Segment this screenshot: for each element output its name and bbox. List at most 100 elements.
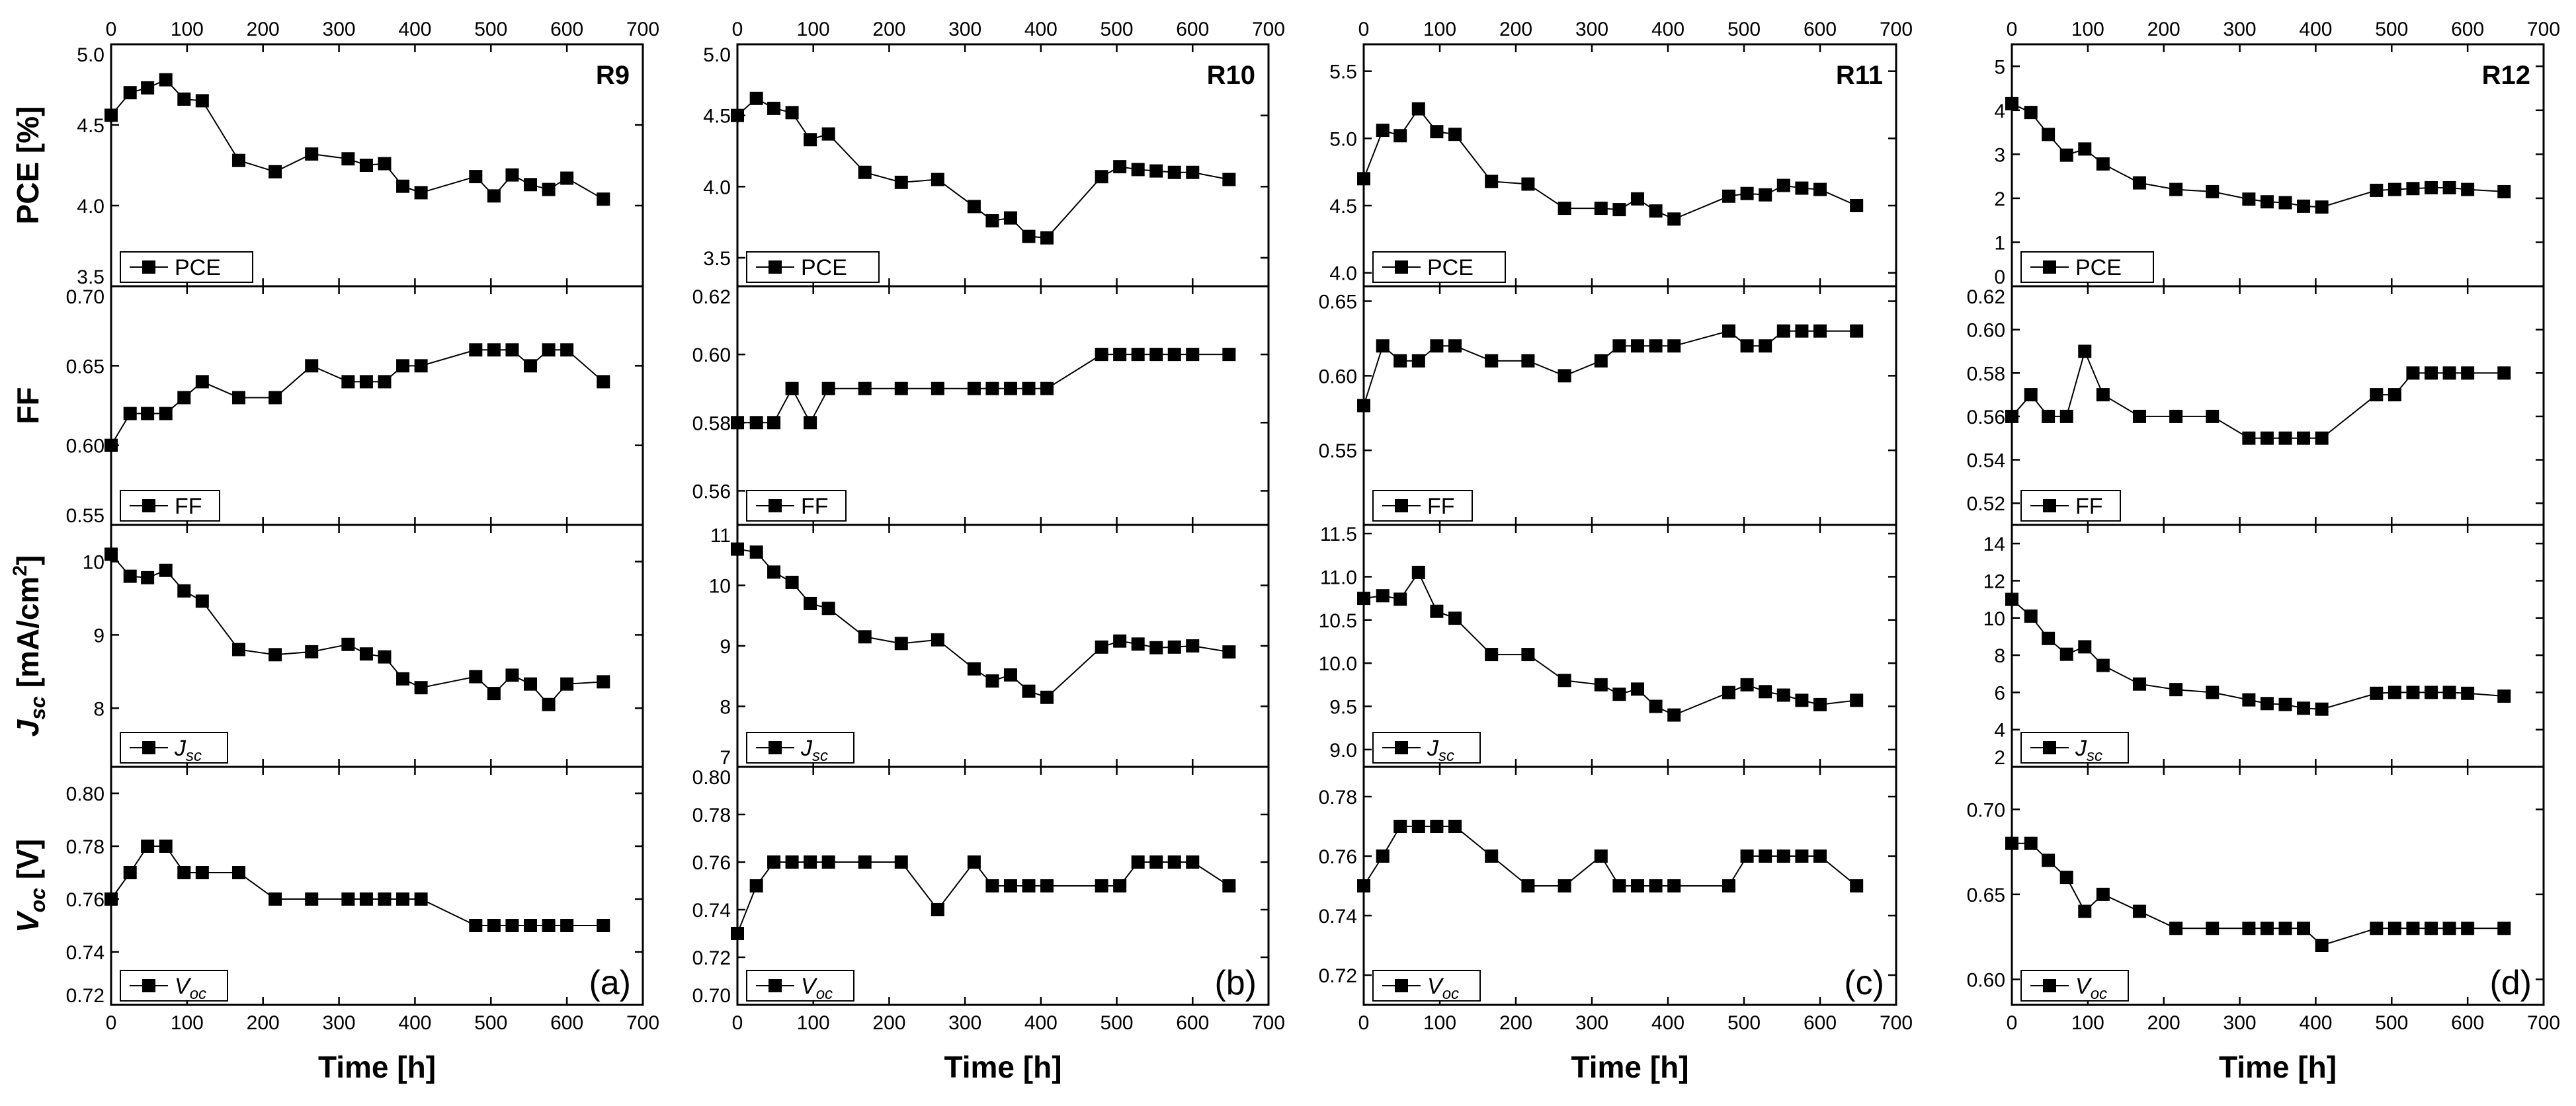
- x-tick-label: 0: [106, 1012, 117, 1034]
- subplot-pce: 3.5 4.0 4.5 5.0 PCE: [703, 43, 1270, 288]
- y-tick-label: 4: [1994, 100, 2005, 122]
- x-top-tick-label: 200: [247, 19, 280, 40]
- panel-id-label: R9: [596, 61, 630, 90]
- data-point: [1131, 163, 1145, 177]
- data-point: [1430, 820, 1444, 833]
- data-point: [104, 108, 118, 122]
- y-tick-label: 0: [1994, 266, 2005, 288]
- data-point: [1186, 855, 1200, 869]
- data-point: [1740, 186, 1754, 200]
- data-point: [1113, 634, 1127, 648]
- subplot-voc: 0.60 0.65 0.70 Voc: [1967, 766, 2545, 1006]
- data-point: [1393, 129, 1407, 143]
- data-point: [1113, 879, 1127, 892]
- data-point: [931, 633, 944, 647]
- y-tick-label: 0.58: [692, 413, 731, 434]
- x-tick-label: 100: [1423, 1012, 1456, 1034]
- data-point: [2497, 366, 2511, 380]
- data-point: [858, 165, 872, 179]
- y-tick-label: 8: [1994, 645, 2005, 667]
- data-point: [1795, 324, 1809, 338]
- legend-label: FF: [1427, 494, 1455, 519]
- y-tick-label: 0.62: [692, 286, 731, 308]
- panel-sub-label: (c): [1844, 964, 1884, 1002]
- data-point: [2132, 176, 2146, 190]
- data-point: [858, 630, 872, 644]
- x-top-tick-label: 400: [2299, 19, 2332, 40]
- data-point: [1667, 708, 1681, 722]
- data-point: [1740, 339, 1754, 353]
- data-point: [1795, 849, 1809, 863]
- data-point: [967, 200, 981, 214]
- data-point: [1667, 339, 1681, 353]
- plot-frame: [110, 766, 644, 1006]
- data-point: [1558, 369, 1571, 383]
- y-tick-label: 9: [720, 636, 731, 658]
- data-point: [2388, 922, 2401, 935]
- data-point: [1186, 165, 1200, 179]
- data-point: [159, 73, 173, 87]
- y-tick-label: 0.60: [1967, 969, 2005, 991]
- data-point: [2315, 702, 2329, 716]
- subplot-ff: 0.52 0.54 0.56 0.58 0.60 0.62 FF: [1967, 285, 2545, 526]
- y-tick-label: 5: [1994, 56, 2005, 78]
- data-point: [2059, 148, 2073, 162]
- data-point: [1612, 339, 1626, 353]
- x-top-tick-label: 200: [1499, 19, 1532, 40]
- plot-frame: [1362, 285, 1897, 526]
- data-point: [2260, 697, 2274, 711]
- legend-label: FF: [175, 494, 202, 519]
- x-top-tick-label: 400: [1651, 19, 1684, 40]
- x-tick-label: 500: [2375, 1012, 2408, 1034]
- y-tick-label: 0.72: [692, 947, 731, 969]
- data-point: [542, 182, 556, 196]
- data-point: [2024, 836, 2038, 850]
- y-tick-label: 0.60: [66, 436, 104, 457]
- data-point: [1376, 124, 1390, 138]
- data-point: [1631, 339, 1644, 353]
- data-point: [378, 157, 392, 171]
- data-point: [1149, 164, 1163, 178]
- data-point: [967, 662, 981, 676]
- y-tick-label: 0.74: [692, 900, 731, 922]
- data-point: [2461, 686, 2475, 700]
- data-point: [2406, 686, 2420, 699]
- data-point: [177, 866, 191, 879]
- y-tick-label: 0.72: [66, 985, 104, 1007]
- data-point: [985, 879, 999, 892]
- data-point: [1813, 697, 1827, 711]
- data-point: [1448, 820, 1462, 833]
- data-point: [821, 602, 835, 615]
- data-point: [1357, 879, 1370, 892]
- data-point: [1003, 211, 1017, 225]
- data-point: [231, 643, 245, 656]
- data-point: [1411, 565, 1425, 579]
- data-point: [414, 892, 428, 906]
- y-tick-label: 0.76: [1319, 846, 1357, 868]
- data-point: [1430, 125, 1444, 139]
- data-point: [1740, 678, 1754, 691]
- data-point: [414, 359, 428, 373]
- y-tick-label: 11.5: [1320, 524, 1357, 545]
- data-point: [1393, 592, 1407, 606]
- data-point: [2024, 106, 2038, 120]
- data-point: [1222, 173, 1236, 186]
- y-tick-label: 6: [1994, 682, 2005, 704]
- x-top-tick-label: 200: [2147, 19, 2181, 40]
- data-point: [123, 866, 137, 879]
- legend-label: PCE: [1427, 255, 1474, 280]
- y-tick-label: 4.0: [703, 177, 731, 198]
- x-tick-label: 200: [1499, 1012, 1532, 1034]
- x-top-tick-label: 600: [550, 19, 583, 40]
- data-point: [1667, 212, 1681, 226]
- data-point: [2206, 184, 2220, 198]
- data-point: [1149, 348, 1163, 362]
- data-point: [341, 637, 355, 651]
- data-point: [985, 674, 999, 688]
- data-point: [2042, 853, 2056, 867]
- y-tick-label: 12: [1983, 571, 2005, 592]
- y-tick-label: 4.5: [1329, 196, 1357, 217]
- data-point: [2278, 431, 2292, 445]
- data-point: [341, 152, 355, 166]
- legend-label: PCE: [801, 255, 847, 280]
